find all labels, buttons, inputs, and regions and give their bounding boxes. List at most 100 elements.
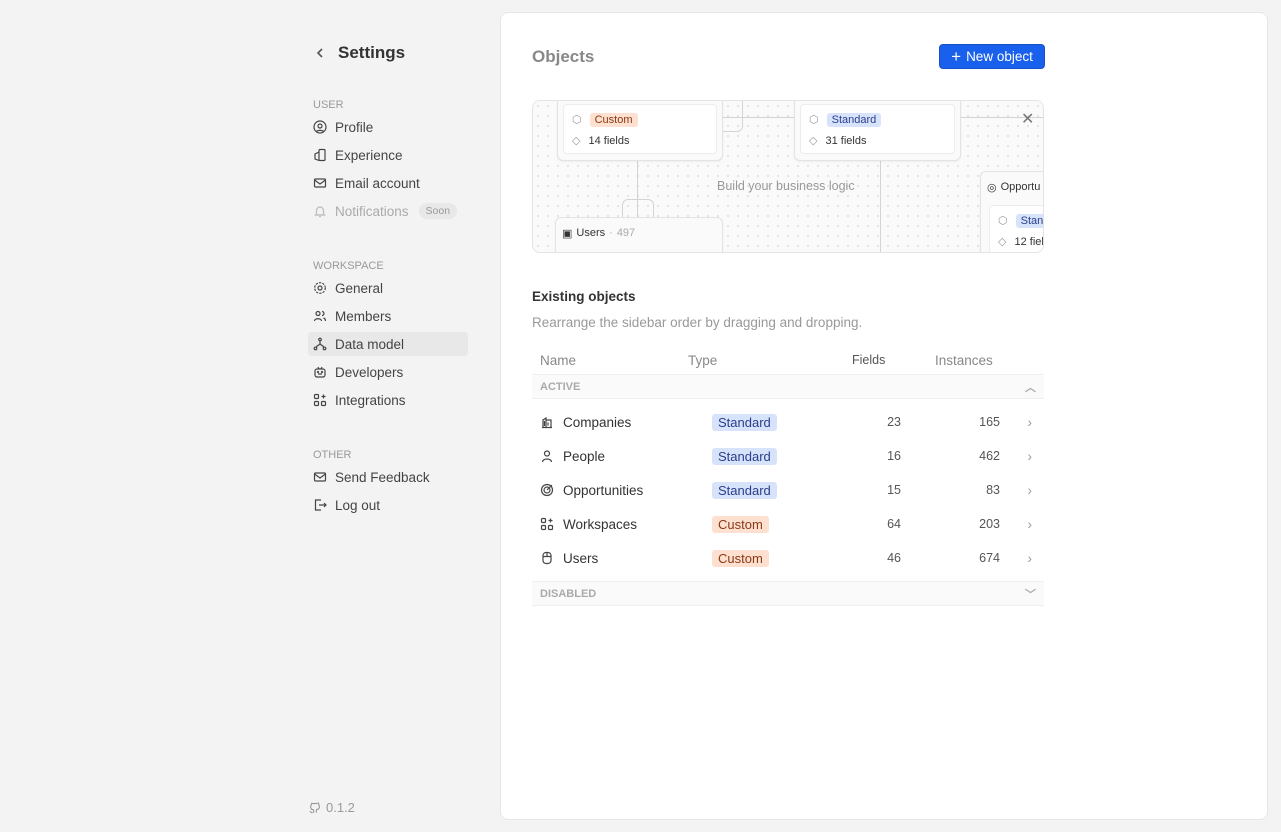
sidebar-item-label: Email account xyxy=(335,175,420,191)
group-active[interactable]: ACTIVE ︿ xyxy=(532,374,1044,399)
sidebar-item-label: Notifications xyxy=(335,203,409,219)
object-type: Custom xyxy=(712,549,852,567)
sidebar-item-experience[interactable]: Experience xyxy=(308,143,468,167)
mail-icon xyxy=(313,472,327,482)
cube-icon: ⬡ xyxy=(809,114,819,126)
header-type: Type xyxy=(688,352,718,368)
page-title: Objects xyxy=(532,47,595,66)
sidebar-item-label: Data model xyxy=(335,336,405,352)
object-type: Custom xyxy=(712,515,852,533)
tag-icon: ◇ xyxy=(998,236,1007,248)
apps-icon xyxy=(313,393,327,407)
new-object-label: New object xyxy=(966,49,1033,64)
table-row[interactable]: Users Custom 46 674 › xyxy=(532,541,1044,575)
object-name: Companies xyxy=(563,414,632,430)
sidebar-item-general[interactable]: General xyxy=(308,276,468,300)
table-row[interactable]: Workspaces Custom 64 203 › xyxy=(532,507,1044,541)
object-name: Workspaces xyxy=(563,516,638,532)
sidebar-item-notifications: Notifications Soon xyxy=(308,199,468,223)
section-label: Workspace xyxy=(313,260,384,272)
user-circle-icon xyxy=(313,120,327,134)
soon-badge: Soon xyxy=(418,203,458,219)
table-row[interactable]: People Standard 16 462 › xyxy=(532,439,1044,473)
object-type: Standard xyxy=(712,481,852,499)
cube-icon: ⬡ xyxy=(572,114,582,126)
chevron-right-icon[interactable]: › xyxy=(1027,448,1033,464)
banner-text: Build your business logic xyxy=(717,179,855,193)
sidebar-item-send-feedback[interactable]: Send Feedback xyxy=(308,465,468,489)
section-label: Other xyxy=(313,449,352,461)
fields-count: 14 fields xyxy=(588,134,630,147)
chevron-up-icon: ︿ xyxy=(1025,381,1036,394)
sidebar-item-log-out[interactable]: Log out xyxy=(308,493,468,517)
mail-icon xyxy=(313,178,327,188)
logout-icon xyxy=(314,499,327,511)
banner-node-custom: ⬡ Custom ◇ 14 fields xyxy=(557,101,723,161)
object-name: People xyxy=(563,448,606,464)
github-icon xyxy=(309,802,320,814)
type-tag: Standard xyxy=(712,481,777,499)
object-type: Standard xyxy=(712,447,852,465)
chevron-right-icon[interactable]: › xyxy=(1027,550,1033,566)
sidebar-item-label: Developers xyxy=(335,364,404,380)
sidebar-item-label: Send Feedback xyxy=(335,469,430,485)
sidebar-item-members[interactable]: Members xyxy=(308,304,468,328)
settings-title: Settings xyxy=(338,43,406,62)
building-icon xyxy=(542,416,552,429)
new-object-button[interactable]: + New object xyxy=(939,44,1045,69)
sidebar-item-label: General xyxy=(335,280,384,296)
group-disabled[interactable]: DISABLED ﹀ xyxy=(532,581,1044,606)
table-row[interactable]: Opportunities Standard 15 83 › xyxy=(532,473,1044,507)
objects-table: Name Type Fields Instances ACTIVE ︿ Compa… xyxy=(532,346,1044,606)
user-icon xyxy=(541,450,553,463)
target-icon xyxy=(540,483,554,497)
existing-objects-title: Existing objects xyxy=(532,289,636,304)
gear-icon xyxy=(314,282,326,294)
version-link[interactable]: 0.1.2 xyxy=(308,800,355,815)
object-instances: 83 xyxy=(986,483,1000,497)
fields-count: 12 fiel xyxy=(1014,235,1044,248)
target-icon: ◎ xyxy=(987,182,997,194)
table-row[interactable]: Companies Standard 23 165 › xyxy=(532,405,1044,439)
back-button[interactable]: Settings xyxy=(314,43,405,63)
chevron-right-icon[interactable]: › xyxy=(1027,516,1033,532)
header-instances: Instances xyxy=(935,352,993,368)
bell-icon xyxy=(314,206,326,218)
sidebar-item-profile[interactable]: Profile xyxy=(308,115,468,139)
sidebar-item-label: Log out xyxy=(335,497,381,513)
section-label: User xyxy=(313,99,344,111)
sidebar-item-developers[interactable]: Developers xyxy=(308,360,468,384)
sidebar-item-integrations[interactable]: Integrations xyxy=(308,388,468,412)
plus-icon: + xyxy=(951,47,962,66)
chevron-right-icon[interactable]: › xyxy=(1027,482,1033,498)
object-instances: 165 xyxy=(979,415,1000,429)
close-banner-icon[interactable]: ✕ xyxy=(1021,111,1035,128)
header-fields: Fields xyxy=(852,353,886,367)
sidebar-item-label: Experience xyxy=(335,147,403,163)
id-card-icon: ▣ xyxy=(562,228,573,240)
tag-icon: ◇ xyxy=(809,135,818,147)
object-instances: 203 xyxy=(979,517,1000,531)
type-tag: Custom xyxy=(712,549,769,567)
sidebar-item-data-model[interactable]: Data model xyxy=(308,332,468,356)
type-tag: Standard xyxy=(712,447,777,465)
section-other: Other Send Feedback Log out xyxy=(308,445,468,521)
banner-node-users: ▣ Users · 497 xyxy=(555,217,723,252)
object-type: Standard xyxy=(712,413,852,431)
robot-icon xyxy=(314,366,326,378)
header-name: Name xyxy=(540,352,577,368)
apps-icon xyxy=(540,517,554,531)
color-swatch-icon xyxy=(314,148,326,162)
group-label: ACTIVE xyxy=(540,380,581,393)
custom-tag: Custom xyxy=(589,112,638,127)
main-panel: Objects + New object ⬡ Custom ◇ 14 fields ⬡… xyxy=(500,12,1268,820)
object-fields: 15 xyxy=(887,483,901,497)
object-name: Opportunities xyxy=(563,482,644,498)
chevron-right-icon[interactable]: › xyxy=(1027,414,1033,430)
object-fields: 64 xyxy=(887,517,901,531)
sidebar-item-email-account[interactable]: Email account xyxy=(308,171,468,195)
data-model-banner: ⬡ Custom ◇ 14 fields ⬡ Standard ◇ 31 fields … xyxy=(532,100,1044,253)
object-name: Users xyxy=(563,550,599,566)
tag-icon: ◇ xyxy=(572,135,581,147)
object-fields: 23 xyxy=(887,415,901,429)
